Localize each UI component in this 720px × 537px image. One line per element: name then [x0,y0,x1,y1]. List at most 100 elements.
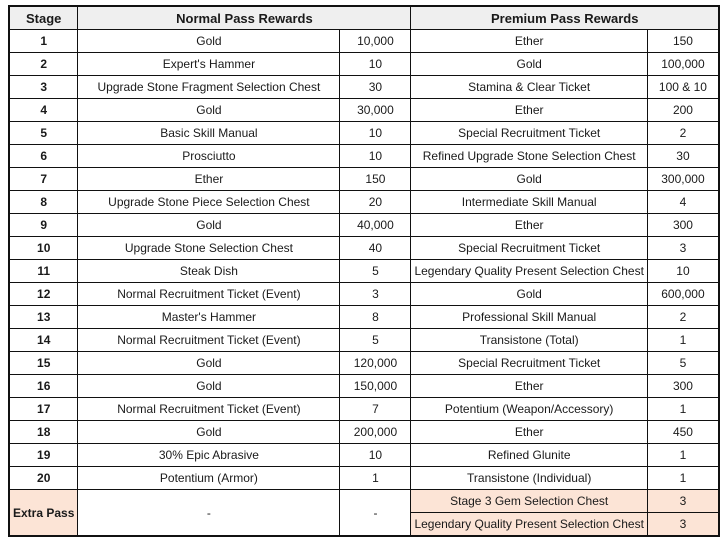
normal-item-cell: Gold [77,420,341,444]
stage-cell: 9 [8,213,79,237]
extra-pass-normal-item-cell: - [77,489,341,537]
extra-pass-premium-item-cell: Stage 3 Gem Selection Chest [410,489,648,513]
table-row: 10 Upgrade Stone Selection Chest 40 Special… [8,236,720,260]
normal-item-cell: Basic Skill Manual [77,121,341,145]
table-row: 13 Master's Hammer 8 Professional Skill Man… [8,305,720,329]
stage-cell: 1 [8,29,79,53]
premium-qty-cell: 1 [646,443,720,467]
normal-qty-cell: 10 [339,52,412,76]
premium-item-cell: Stamina & Clear Ticket [410,75,648,99]
stage-cell: 8 [8,190,79,214]
premium-qty-cell: 2 [646,305,720,329]
table-row: 2 Expert's Hammer 10 Gold 100,000 [8,52,720,76]
normal-qty-cell: 10,000 [339,29,412,53]
stage-cell: 13 [8,305,79,329]
stage-cell: 14 [8,328,79,352]
normal-item-cell: Gold [77,29,341,53]
premium-qty-cell: 100,000 [646,52,720,76]
normal-item-cell: Gold [77,98,341,122]
table-row: 18 Gold 200,000 Ether 450 [8,420,720,444]
normal-qty-cell: 150 [339,167,412,191]
normal-item-cell: Normal Recruitment Ticket (Event) [77,328,341,352]
normal-item-cell: Prosciutto [77,144,341,168]
premium-qty-cell: 300,000 [646,167,720,191]
stage-cell: 17 [8,397,79,421]
premium-item-cell: Gold [410,282,648,306]
premium-qty-cell: 3 [646,236,720,260]
normal-qty-cell: 150,000 [339,374,412,398]
table-row: 7 Ether 150 Gold 300,000 [8,167,720,191]
premium-qty-cell: 600,000 [646,282,720,306]
premium-qty-cell: 10 [646,259,720,283]
normal-item-cell: Steak Dish [77,259,341,283]
normal-qty-cell: 10 [339,443,412,467]
stage-cell: 3 [8,75,79,99]
premium-qty-cell: 1 [646,397,720,421]
premium-item-cell: Special Recruitment Ticket [410,351,648,375]
stage-cell: 15 [8,351,79,375]
normal-item-cell: Normal Recruitment Ticket (Event) [77,282,341,306]
normal-item-cell: Gold [77,374,341,398]
extra-pass-premium-qty-cell: 3 [646,512,720,537]
table-row: 9 Gold 40,000 Ether 300 [8,213,720,237]
normal-item-cell: Gold [77,213,341,237]
premium-qty-cell: 2 [646,121,720,145]
extra-pass-stage-cell: Extra Pass [8,489,79,537]
premium-qty-cell: 1 [646,328,720,352]
premium-item-cell: Ether [410,29,648,53]
table-row: 19 30% Epic Abrasive 10 Refined Glunite 1 [8,443,720,467]
table-row: 14 Normal Recruitment Ticket (Event) 5 Tran… [8,328,720,352]
stage-cell: 11 [8,259,79,283]
normal-qty-cell: 5 [339,259,412,283]
header-normal-pass-rewards: Normal Pass Rewards [77,5,412,30]
stage-cell: 5 [8,121,79,145]
table-row: 12 Normal Recruitment Ticket (Event) 3 Gold… [8,282,720,306]
premium-qty-cell: 100 & 10 [646,75,720,99]
normal-qty-cell: 7 [339,397,412,421]
table-row: 4 Gold 30,000 Ether 200 [8,98,720,122]
premium-item-cell: Ether [410,98,648,122]
header-stage: Stage [8,5,79,30]
normal-item-cell: Normal Recruitment Ticket (Event) [77,397,341,421]
table-row: 6 Prosciutto 10 Refined Upgrade Stone Selec… [8,144,720,168]
normal-qty-cell: 120,000 [339,351,412,375]
premium-qty-cell: 1 [646,466,720,490]
normal-qty-cell: 3 [339,282,412,306]
table-row: 17 Normal Recruitment Ticket (Event) 7 Pote… [8,397,720,421]
extra-pass-normal-qty-cell: - [339,489,412,537]
table-row: 11 Steak Dish 5 Legendary Quality Present S… [8,259,720,283]
table-row: 8 Upgrade Stone Piece Selection Chest 20 In… [8,190,720,214]
normal-item-cell: Potentium (Armor) [77,466,341,490]
premium-qty-cell: 300 [646,374,720,398]
premium-qty-cell: 30 [646,144,720,168]
premium-qty-cell: 200 [646,98,720,122]
premium-qty-cell: 300 [646,213,720,237]
table-body: 1 Gold 10,000 Ether 150 2 Expert's Hammer 10 Gol… [8,29,720,537]
table-row: 16 Gold 150,000 Ether 300 [8,374,720,398]
stage-cell: 18 [8,420,79,444]
premium-item-cell: Refined Glunite [410,443,648,467]
premium-item-cell: Transistone (Individual) [410,466,648,490]
premium-item-cell: Special Recruitment Ticket [410,236,648,260]
stage-cell: 6 [8,144,79,168]
premium-item-cell: Potentium (Weapon/Accessory) [410,397,648,421]
normal-qty-cell: 20 [339,190,412,214]
premium-item-cell: Ether [410,420,648,444]
header-premium-pass-rewards: Premium Pass Rewards [410,5,720,30]
normal-qty-cell: 10 [339,144,412,168]
header-row: Stage Normal Pass Rewards Premium Pass R… [8,5,720,30]
table-row: 20 Potentium (Armor) 1 Transistone (Individ… [8,466,720,490]
premium-qty-cell: 150 [646,29,720,53]
normal-qty-cell: 40 [339,236,412,260]
stage-cell: 19 [8,443,79,467]
normal-qty-cell: 10 [339,121,412,145]
premium-qty-cell: 5 [646,351,720,375]
premium-item-cell: Professional Skill Manual [410,305,648,329]
stage-cell: 16 [8,374,79,398]
normal-item-cell: Upgrade Stone Selection Chest [77,236,341,260]
premium-item-cell: Transistone (Total) [410,328,648,352]
normal-qty-cell: 1 [339,466,412,490]
table-row: 3 Upgrade Stone Fragment Selection Chest 3… [8,75,720,99]
table-row: 15 Gold 120,000 Special Recruitment Ticket 5 [8,351,720,375]
premium-item-cell: Ether [410,213,648,237]
